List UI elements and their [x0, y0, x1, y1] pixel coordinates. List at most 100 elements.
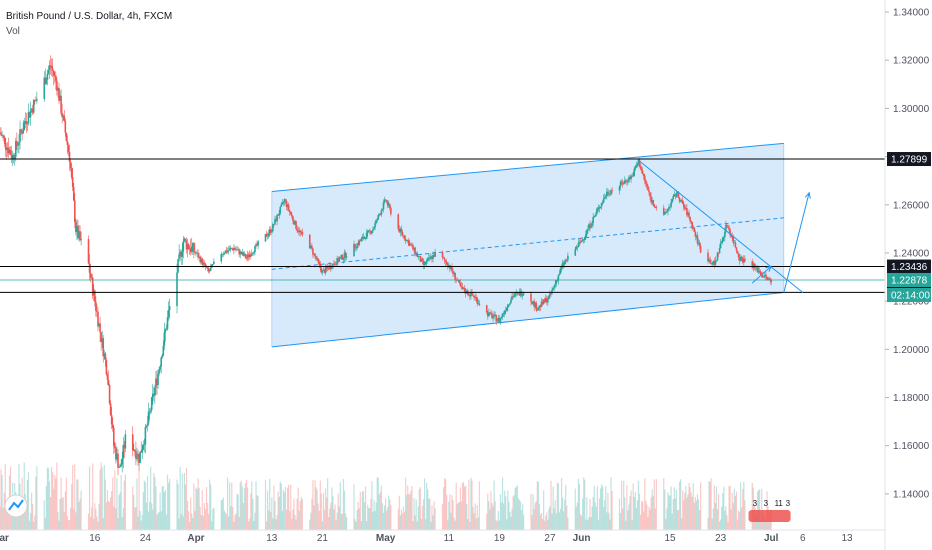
volume-bar — [567, 517, 569, 530]
volume-bar — [477, 517, 479, 530]
candle-body — [389, 204, 391, 208]
volume-bar — [320, 493, 322, 530]
candle-body — [107, 379, 110, 386]
volume-indicator-label[interactable]: Vol — [6, 26, 20, 37]
candle-body — [768, 278, 770, 280]
volume-bar — [643, 511, 645, 530]
volume-bar — [671, 513, 673, 530]
channel-upper-line[interactable] — [271, 142, 784, 193]
candle-body — [327, 267, 330, 270]
candle-body — [667, 208, 669, 212]
volume-bar — [343, 490, 346, 530]
volume-bar — [292, 509, 294, 530]
candle-body — [654, 207, 657, 208]
volume-bar — [152, 509, 154, 530]
candle-body — [763, 276, 765, 278]
volume-bar — [744, 500, 746, 530]
channel-fill[interactable] — [271, 143, 784, 347]
candle-body — [283, 199, 286, 203]
price-tick-label: 1.14000 — [893, 489, 930, 500]
channel-mid-dashed-line[interactable] — [271, 217, 784, 270]
volume-bar — [552, 486, 554, 530]
candle-body — [429, 257, 431, 259]
volume-bar — [544, 520, 546, 530]
candle-body — [278, 213, 280, 216]
volume-bar — [375, 502, 377, 530]
time-tick-label: Jul — [764, 533, 779, 544]
channel-lower-line[interactable] — [271, 291, 784, 348]
candle-body — [80, 239, 82, 241]
volume-bar — [606, 512, 608, 530]
current-price-tag-bg — [887, 272, 931, 287]
volume-bar — [240, 480, 242, 530]
candle-body — [502, 313, 505, 315]
volume-bar — [422, 499, 425, 530]
candle-body — [200, 258, 203, 263]
descending-trendline[interactable] — [638, 159, 804, 293]
volume-bar — [298, 510, 300, 530]
candle-body — [553, 285, 555, 288]
volume-bar — [559, 508, 562, 530]
small-arrow[interactable] — [751, 265, 772, 284]
volume-bar — [17, 514, 19, 530]
candle-body — [360, 238, 363, 241]
price-tick-label: 1.24000 — [893, 248, 930, 259]
volume-bar — [361, 491, 364, 530]
candle-body — [238, 249, 240, 255]
volume-bar — [159, 492, 161, 530]
volume-bar — [710, 478, 712, 530]
volume-bar — [642, 501, 644, 530]
volume-bar — [429, 498, 431, 530]
candle-body — [583, 236, 586, 240]
candle-body — [590, 225, 592, 228]
volume-bar — [136, 478, 138, 530]
volume-bar — [36, 466, 38, 530]
events-badge[interactable] — [748, 510, 791, 522]
candle-body — [533, 301, 535, 307]
volume-bar — [423, 478, 426, 530]
candle-body — [337, 258, 339, 262]
volume-bar — [519, 501, 522, 530]
volume-bar — [264, 479, 267, 530]
candle-body — [757, 270, 760, 273]
volume-bar — [311, 498, 313, 530]
candle-body — [198, 256, 200, 258]
volume-bar — [364, 486, 367, 530]
candle-body — [26, 123, 29, 125]
candle-body — [370, 230, 372, 234]
candle-body — [618, 186, 621, 191]
candle-body — [2, 135, 4, 137]
candle-body — [246, 254, 249, 258]
volume-bar — [191, 513, 193, 530]
volume-bar — [465, 485, 467, 530]
candle-body — [606, 191, 608, 196]
volume-bar — [575, 506, 577, 530]
volume-bar — [370, 499, 372, 530]
candle-body — [142, 445, 145, 450]
volume-bar — [1, 475, 3, 530]
candle-body — [70, 168, 73, 178]
candle-body — [507, 304, 509, 308]
volume-bar — [235, 513, 237, 530]
candle-body — [50, 65, 53, 69]
volume-bar — [562, 497, 564, 530]
volume-bar — [428, 498, 430, 530]
volume-bar — [53, 488, 55, 530]
volume-bar — [317, 503, 319, 530]
volume-bar — [403, 511, 406, 530]
candle-body — [139, 451, 141, 464]
candle-body — [577, 242, 580, 248]
candle-body — [692, 227, 695, 229]
candle-body — [237, 249, 239, 251]
candle-body — [117, 453, 119, 468]
volume-bar — [58, 520, 60, 530]
candle-body — [740, 256, 743, 259]
projection-arrow[interactable] — [783, 192, 810, 293]
candle-body — [371, 231, 373, 234]
candle-body — [417, 256, 420, 257]
volume-bar — [763, 514, 765, 530]
candle-body — [420, 258, 423, 262]
candle-body — [95, 301, 97, 311]
candle-body — [416, 252, 419, 257]
